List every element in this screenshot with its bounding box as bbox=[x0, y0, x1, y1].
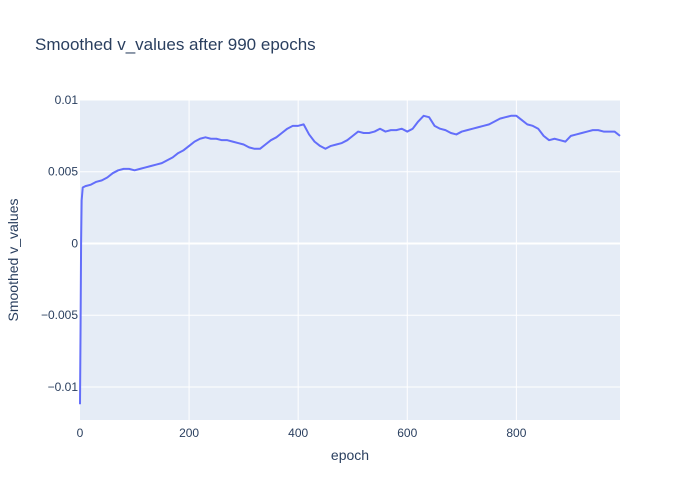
y-tick-label: 0.01 bbox=[55, 93, 79, 107]
y-axis-ticks: −0.01 −0.005 0 0.005 0.01 bbox=[41, 93, 78, 394]
x-tick-label: 0 bbox=[77, 426, 84, 440]
y-tick-label: 0.005 bbox=[48, 165, 78, 179]
series-group bbox=[79, 114, 621, 405]
x-tick-label: 400 bbox=[288, 426, 308, 440]
x-tick-label: 600 bbox=[397, 426, 417, 440]
y-tick-label: 0 bbox=[71, 236, 78, 250]
y-axis-title: Smoothed v_values bbox=[5, 199, 21, 322]
y-tick-label: −0.01 bbox=[48, 380, 79, 394]
y-grid bbox=[80, 99, 620, 388]
x-axis-ticks: 0 200 400 600 800 bbox=[77, 426, 527, 440]
plot-area bbox=[80, 100, 620, 420]
series-line bbox=[79, 114, 621, 405]
x-axis-title: epoch bbox=[331, 447, 369, 463]
chart-title: Smoothed v_values after 990 epochs bbox=[35, 35, 316, 54]
x-grid bbox=[188, 100, 517, 420]
x-tick-label: 200 bbox=[179, 426, 199, 440]
x-tick-label: 800 bbox=[506, 426, 526, 440]
y-tick-label: −0.005 bbox=[41, 308, 78, 322]
